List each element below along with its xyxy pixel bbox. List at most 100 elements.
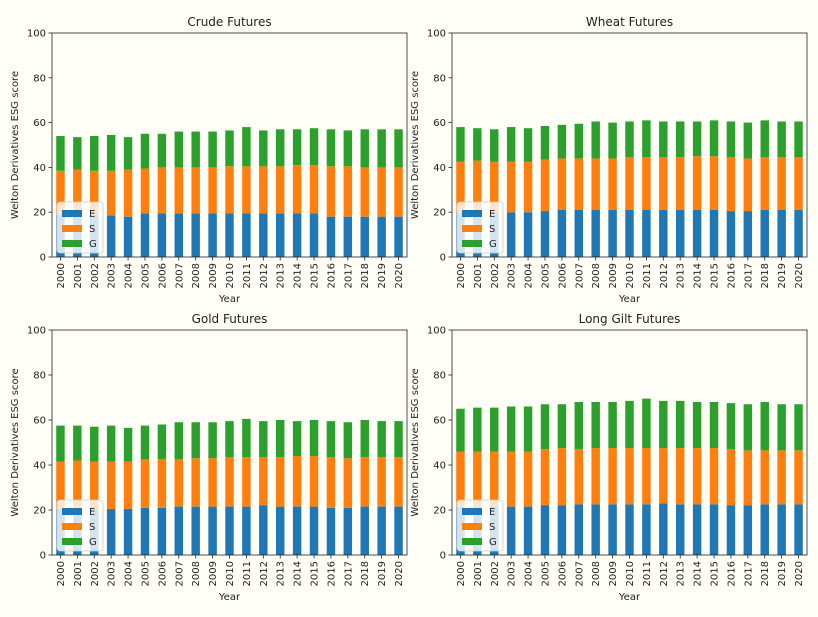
x-tick-label: 2001 <box>473 561 484 586</box>
x-tick-label: 2001 <box>473 263 484 288</box>
bar-S-2016 <box>326 166 336 217</box>
bar-E-2005 <box>540 211 550 257</box>
y-tick-label: 0 <box>440 551 446 562</box>
y-tick-label: 60 <box>33 416 46 427</box>
bar-S-2009 <box>208 167 217 214</box>
bar-E-2009 <box>208 506 217 555</box>
x-tick-label: 2019 <box>377 561 388 586</box>
bar-S-2003 <box>506 451 516 507</box>
y-tick-label: 0 <box>40 551 46 562</box>
bar-S-2008 <box>191 167 200 214</box>
x-tick-label: 2013 <box>276 561 287 586</box>
bar-S-2013 <box>675 157 685 210</box>
x-tick-label: 2010 <box>625 263 636 288</box>
bar-G-2009 <box>208 422 217 459</box>
x-tick-label: 2005 <box>140 263 151 288</box>
x-tick-label: 2004 <box>524 263 535 288</box>
bar-E-2007 <box>574 504 584 555</box>
bar-G-2007 <box>574 402 584 450</box>
bar-G-2002 <box>490 407 499 452</box>
bar-G-2005 <box>540 404 550 450</box>
bar-S-2015 <box>709 156 719 210</box>
bar-S-2011 <box>642 157 651 210</box>
bar-S-2011 <box>242 457 251 507</box>
bar-E-2020 <box>394 506 403 555</box>
x-tick-label: 2006 <box>557 561 568 586</box>
bar-S-2004 <box>523 451 533 507</box>
legend-label-E: E <box>489 209 495 220</box>
bar-G-2019 <box>377 421 386 458</box>
x-tick-label: 2008 <box>591 263 602 288</box>
bar-E-2012 <box>659 503 668 555</box>
bar-S-2019 <box>777 157 786 210</box>
bar-S-2000 <box>456 451 465 507</box>
bar-E-2015 <box>709 209 719 257</box>
x-tick-label: 2019 <box>777 263 788 288</box>
x-tick-label: 2012 <box>259 561 270 586</box>
legend: ESG <box>456 499 504 552</box>
y-tick-label: 40 <box>33 461 46 472</box>
subplot-1: 2000 2001 2002 2003 2004 2005 2006 2007 2008 2009… <box>410 15 808 305</box>
bar-E-2017 <box>743 505 753 555</box>
bar-G-2014 <box>692 121 702 157</box>
bar-E-2020 <box>394 216 403 257</box>
x-tick-label: 2006 <box>157 561 168 586</box>
y-axis-label: Welton Derivatives ESG score <box>410 368 421 516</box>
legend-label-S: S <box>489 522 495 533</box>
bar-G-2013 <box>275 129 285 167</box>
y-tick-label: 40 <box>433 163 446 174</box>
bar-S-2017 <box>743 158 753 212</box>
y-tick-label: 100 <box>427 29 446 40</box>
bar-E-2017 <box>743 211 753 257</box>
y-tick-label: 0 <box>440 253 446 264</box>
bar-S-2010 <box>625 157 634 210</box>
bar-S-2008 <box>591 448 600 505</box>
bar-S-2018 <box>360 167 369 217</box>
bar-E-2015 <box>309 506 319 555</box>
y-tick-label: 20 <box>33 506 46 517</box>
bar-E-2019 <box>777 209 786 257</box>
subplot-2: 2000 2001 2002 2003 2004 2005 2006 2007 2008 2009… <box>10 312 408 603</box>
x-tick-label: 2004 <box>124 561 135 586</box>
x-tick-label: 2014 <box>693 263 704 288</box>
bar-S-2006 <box>557 158 567 210</box>
x-tick-label: 2016 <box>326 263 337 288</box>
bar-G-2015 <box>309 128 319 166</box>
bar-G-2006 <box>557 124 567 159</box>
bar-G-2003 <box>506 406 516 452</box>
bar-E-2014 <box>692 504 702 555</box>
x-tick-label: 2009 <box>208 561 219 586</box>
bar-E-2012 <box>259 505 268 555</box>
bar-S-2005 <box>140 168 150 214</box>
x-tick-label: 2015 <box>310 263 321 288</box>
bar-E-2018 <box>760 209 769 257</box>
bar-S-2019 <box>377 457 386 507</box>
bar-S-2007 <box>574 158 584 210</box>
bar-E-2014 <box>692 209 702 257</box>
x-tick-label: 2002 <box>90 263 101 288</box>
bar-G-2020 <box>394 421 403 458</box>
bar-G-2015 <box>709 120 719 157</box>
x-tick-label: 2010 <box>225 561 236 586</box>
bar-S-2002 <box>90 170 99 215</box>
bar-E-2016 <box>726 505 736 555</box>
x-tick-label: 2012 <box>259 263 270 288</box>
y-tick-label: 20 <box>33 208 46 219</box>
bar-S-2011 <box>242 166 251 214</box>
x-tick-label: 2005 <box>540 263 551 288</box>
subplot-0: 2000 2001 2002 2003 2004 2005 2006 2007 2008 2009… <box>10 15 408 305</box>
bar-E-2004 <box>123 216 133 257</box>
bar-G-2008 <box>191 422 200 459</box>
bar-G-2010 <box>625 400 634 449</box>
bar-E-2011 <box>242 213 251 257</box>
legend-swatch-G <box>62 538 82 545</box>
x-tick-label: 2010 <box>225 263 236 288</box>
bar-G-2007 <box>174 131 184 168</box>
bar-S-2019 <box>777 450 786 505</box>
bar-S-2001 <box>73 460 82 509</box>
bar-G-2003 <box>106 134 116 171</box>
bar-G-2018 <box>360 129 369 168</box>
bar-G-2001 <box>73 425 82 461</box>
legend-label-G: G <box>89 239 97 250</box>
bar-S-2007 <box>174 167 184 214</box>
